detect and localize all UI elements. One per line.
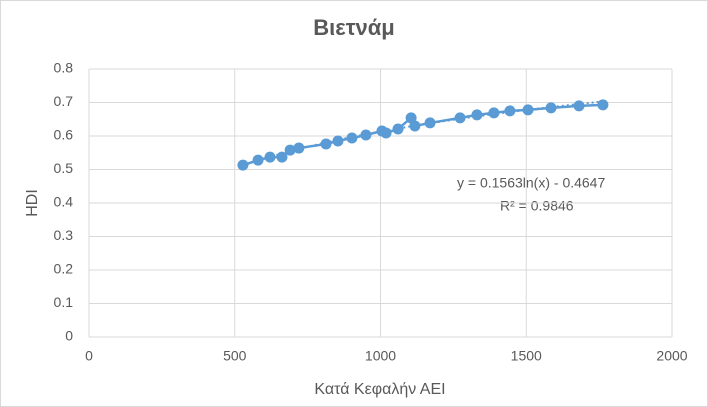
y-tick-label: 0.1 — [54, 294, 74, 310]
data-point — [488, 107, 500, 119]
data-point — [252, 154, 264, 166]
data-point — [471, 109, 483, 121]
data-point — [380, 127, 392, 139]
data-point — [424, 117, 436, 129]
data-point — [346, 132, 358, 144]
x-tick-label: 1500 — [511, 348, 542, 364]
trend-r-squared: R² = 0.9846 — [500, 198, 574, 214]
chart-title: Βιετνάμ — [313, 15, 394, 40]
trend-equation: y = 0.1563ln(x) - 0.4647 — [457, 175, 605, 191]
data-point — [284, 144, 296, 156]
data-point — [237, 159, 249, 171]
y-tick-label: 0.7 — [54, 93, 74, 109]
y-tick-label: 0.6 — [54, 127, 74, 143]
x-tick-label: 1000 — [365, 348, 396, 364]
x-axis-label: Κατά Κεφαλήν ΑΕΙ — [314, 381, 445, 398]
data-point — [409, 120, 421, 132]
data-point — [522, 104, 534, 116]
data-point — [597, 99, 609, 111]
y-tick-label: 0.2 — [54, 261, 74, 277]
data-point — [392, 123, 404, 135]
data-point — [454, 112, 466, 124]
y-tick-label: 0.8 — [54, 60, 74, 76]
data-point — [320, 138, 332, 150]
y-axis-label: HDI — [24, 189, 41, 217]
data-point — [504, 105, 516, 117]
data-point — [360, 129, 372, 141]
y-tick-label: 0 — [65, 328, 73, 344]
y-tick-label: 0.3 — [54, 227, 74, 243]
data-point — [293, 142, 305, 154]
data-point — [332, 135, 344, 147]
y-tick-label: 0.4 — [54, 194, 74, 210]
data-point — [545, 102, 557, 114]
y-tick-label: 0.5 — [54, 160, 74, 176]
x-tick-label: 500 — [223, 348, 247, 364]
x-tick-label: 0 — [85, 348, 93, 364]
data-point — [276, 151, 288, 163]
data-point — [573, 100, 585, 112]
x-tick-label: 2000 — [656, 348, 687, 364]
data-point — [264, 151, 276, 163]
